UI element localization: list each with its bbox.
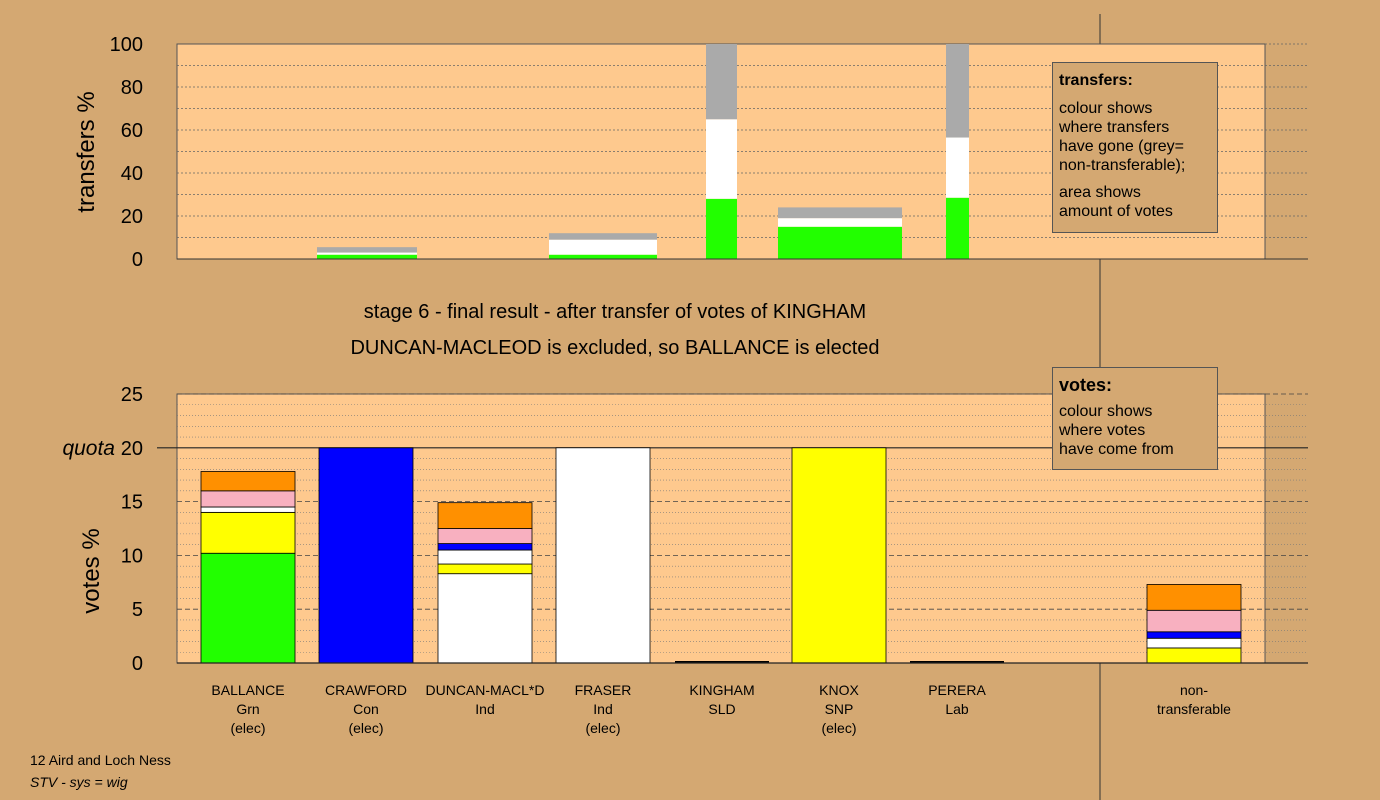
- transfer-bar-segment: [946, 44, 969, 138]
- transfers-legend-line: amount of votes: [1059, 203, 1173, 220]
- category-label: Ind: [593, 701, 612, 717]
- transfers-legend-line: where transfers: [1059, 119, 1170, 136]
- y-tick-label: 100: [110, 34, 143, 56]
- transfer-bar-segment: [946, 137, 969, 198]
- y-tick-label: 80: [121, 77, 143, 99]
- category-label: BALLANCE: [211, 682, 284, 698]
- vote-bar-segment: [200, 506, 296, 513]
- votes-legend: votes: colour shows where votes have com…: [1052, 367, 1218, 470]
- category-label: DUNCAN-MACL*D: [425, 682, 544, 698]
- category-label: (elec): [585, 720, 620, 736]
- category-label: (elec): [348, 720, 383, 736]
- transfer-bar-segment: [778, 207, 902, 219]
- vote-bar-segment: [1146, 637, 1242, 649]
- vote-bar-segment: [437, 543, 533, 551]
- transfers-legend-heading: transfers:: [1059, 72, 1133, 89]
- y-tick-label: 40: [121, 163, 143, 185]
- stage-caption: stage 6 - final result - after transfer …: [363, 301, 867, 323]
- vote-bar-segment: [1146, 584, 1242, 611]
- transfers-legend-line: non-transferable);: [1059, 157, 1186, 174]
- transfers-legend-line: area shows: [1059, 184, 1141, 201]
- transfers-legend-line: have gone (grey=: [1059, 138, 1184, 155]
- transfer-bar-segment: [946, 197, 969, 259]
- transfer-bar-segment: [317, 254, 417, 259]
- votes-legend-line: colour shows: [1059, 403, 1153, 420]
- category-label: KINGHAM: [689, 682, 754, 698]
- category-label: PERERA: [928, 682, 986, 698]
- y-tick-label: 10: [121, 545, 143, 567]
- category-label: non-: [1180, 682, 1208, 698]
- votes-y-axis-label: votes %: [78, 528, 105, 613]
- transfer-bar-segment: [549, 233, 657, 240]
- vote-bar-segment: [791, 447, 887, 664]
- y-tick-label: 0: [132, 249, 143, 271]
- votes-legend-line: where votes: [1059, 422, 1146, 439]
- vote-bar-segment: [200, 552, 296, 664]
- ward-name: 12 Aird and Loch Ness: [30, 752, 171, 768]
- category-label: (elec): [821, 720, 856, 736]
- transfers-legend-line: colour shows: [1059, 100, 1153, 117]
- category-label: SNP: [825, 701, 854, 717]
- y-tick-label: 15: [121, 492, 143, 514]
- transfer-bar-segment: [778, 218, 902, 227]
- quota-label: quota: [62, 437, 115, 460]
- transfers-y-axis-label: transfers %: [73, 91, 100, 212]
- y-tick-label: 20: [121, 206, 143, 228]
- category-label: Con: [353, 701, 379, 717]
- y-tick-label: 0: [132, 653, 143, 675]
- transfer-bar-segment: [549, 254, 657, 259]
- transfer-bar-segment: [706, 198, 737, 259]
- category-label: KNOX: [819, 682, 859, 698]
- category-label: Lab: [945, 701, 969, 717]
- category-label: Ind: [475, 701, 494, 717]
- y-tick-label: 25: [121, 384, 143, 406]
- category-label: (elec): [230, 720, 265, 736]
- vote-bar-segment: [437, 563, 533, 575]
- category-label: FRASER: [575, 682, 632, 698]
- vote-bar-segment: [437, 573, 533, 664]
- transfer-bar-segment: [778, 226, 902, 259]
- category-label: SLD: [708, 701, 735, 717]
- transfers-legend: transfers: colour shows where transfers …: [1052, 62, 1218, 233]
- vote-bar-segment: [437, 549, 533, 565]
- vote-bar-segment: [1146, 609, 1242, 633]
- category-label: transferable: [1157, 701, 1231, 717]
- y-tick-label: 60: [121, 120, 143, 142]
- vote-bar-segment: [555, 447, 651, 664]
- votes-legend-line: have come from: [1059, 441, 1174, 458]
- votes-legend-heading: votes:: [1059, 375, 1113, 395]
- vote-bar-segment: [200, 471, 296, 492]
- category-label: Grn: [236, 701, 259, 717]
- vote-bar-segment: [1146, 647, 1242, 664]
- category-label: CRAWFORD: [325, 682, 407, 698]
- y-tick-label: 20: [121, 438, 143, 460]
- voting-system: STV - sys = wig: [30, 774, 128, 790]
- vote-bar-segment: [1146, 631, 1242, 639]
- transfer-bar-segment: [549, 239, 657, 255]
- vote-bar-segment: [437, 528, 533, 544]
- transfer-bar-segment: [706, 119, 737, 199]
- y-tick-label: 5: [132, 599, 143, 621]
- vote-bar-segment: [437, 502, 533, 529]
- transfer-bar-segment: [706, 44, 737, 120]
- vote-bar-segment: [200, 490, 296, 508]
- transfer-bar-segment: [317, 252, 417, 255]
- vote-bar-segment: [200, 511, 296, 554]
- vote-bar-segment: [318, 447, 414, 664]
- transfer-bar-segment: [317, 247, 417, 253]
- result-caption: DUNCAN-MACLEOD is excluded, so BALLANCE …: [350, 337, 880, 359]
